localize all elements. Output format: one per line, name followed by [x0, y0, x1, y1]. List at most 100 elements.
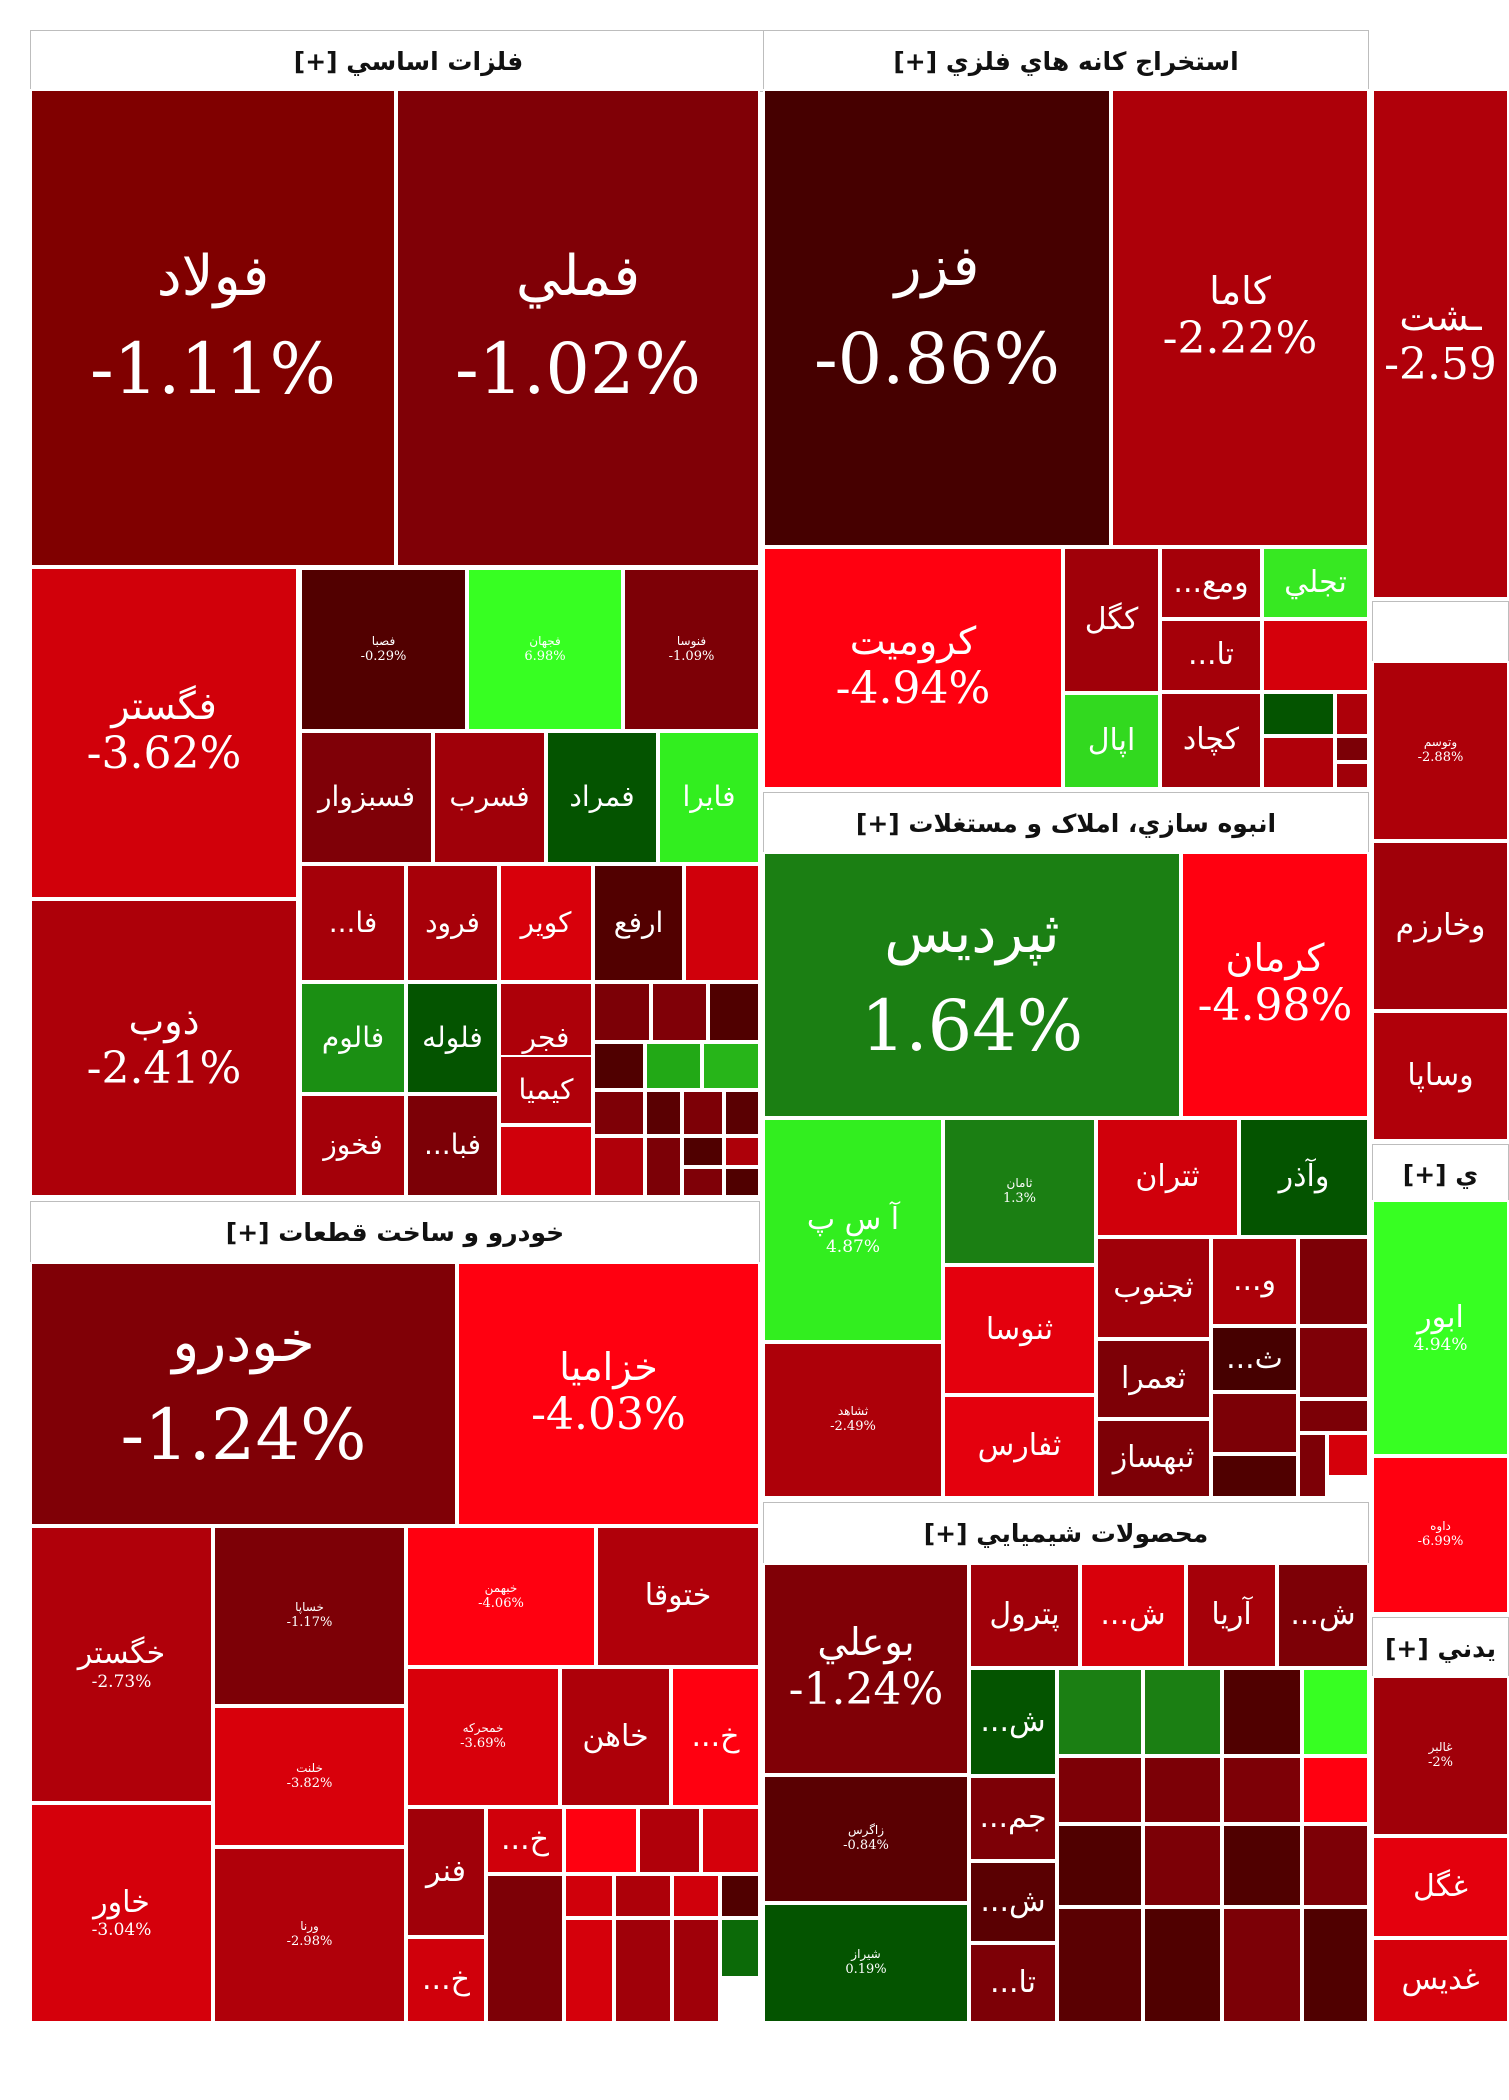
stock-tile[interactable]: فا... [300, 864, 406, 982]
stock-tile[interactable]: غالبر -2% [1372, 1676, 1509, 1836]
stock-tile[interactable] [1057, 1824, 1143, 1907]
stock-tile[interactable]: و... [1211, 1237, 1298, 1326]
stock-tile[interactable]: فسبزوار [300, 731, 433, 864]
stock-tile[interactable] [1302, 1824, 1369, 1907]
stock-tile[interactable] [1262, 736, 1335, 789]
stock-tile[interactable]: فصبا -0.29% [300, 568, 467, 731]
stock-tile[interactable] [614, 1874, 672, 1918]
stock-tile[interactable] [499, 1125, 593, 1197]
stock-tile[interactable]: ورنا -2.98% [213, 1847, 406, 2023]
stock-tile[interactable]: غگل [1372, 1836, 1509, 1938]
stock-tile[interactable] [1143, 1756, 1222, 1824]
stock-tile[interactable]: ث... [1211, 1326, 1298, 1392]
stock-tile[interactable]: ثامان 1.3% [943, 1118, 1096, 1265]
stock-tile[interactable]: خ... [486, 1807, 564, 1874]
stock-tile[interactable]: غديس [1372, 1938, 1509, 2023]
stock-tile[interactable] [486, 1874, 564, 2023]
stock-tile[interactable] [1057, 1907, 1143, 2023]
stock-tile[interactable]: ش... [1277, 1563, 1369, 1668]
stock-tile[interactable]: فولاد -1.11% [30, 89, 396, 567]
stock-tile[interactable] [1222, 1824, 1302, 1907]
stock-tile[interactable]: ارفع [593, 864, 684, 982]
stock-tile[interactable] [672, 1874, 720, 1918]
stock-tile[interactable]: فلوله [406, 982, 499, 1094]
stock-tile[interactable]: خمحرکه -3.69% [406, 1667, 560, 1807]
stock-tile[interactable]: شيراز 0.19% [763, 1903, 969, 2023]
stock-tile[interactable] [1302, 1907, 1369, 2023]
stock-tile[interactable]: کگل [1063, 547, 1160, 693]
stock-tile[interactable] [724, 1136, 760, 1167]
stock-tile[interactable]: فنر [406, 1807, 486, 1937]
stock-tile[interactable]: ـشت -2.59 [1372, 89, 1509, 599]
stock-tile[interactable]: وساپا [1372, 1011, 1509, 1141]
stock-tile[interactable]: تجلي [1262, 547, 1369, 619]
stock-tile[interactable]: ثنوسا [943, 1265, 1096, 1395]
sector-title[interactable]: محصولات شيميايي [+] [763, 1502, 1369, 1564]
stock-tile[interactable] [614, 1918, 672, 2023]
stock-tile[interactable]: کروميت -4.94% [763, 547, 1063, 789]
stock-tile[interactable]: ختوقا [596, 1526, 760, 1667]
stock-tile[interactable]: فايرا [658, 731, 760, 864]
stock-tile[interactable]: ثپرديس 1.64% [763, 852, 1181, 1118]
stock-tile[interactable]: ومع... [1160, 547, 1262, 619]
stock-tile[interactable]: فملي -1.02% [396, 89, 760, 567]
stock-tile[interactable]: خبهمن -4.06% [406, 1526, 596, 1667]
stock-tile[interactable]: بوعلي -1.24% [763, 1563, 969, 1775]
sector-title[interactable]: خودرو و ساخت قطعات [+] [30, 1201, 760, 1263]
stock-tile[interactable] [720, 1874, 760, 1918]
stock-tile[interactable]: خودرو -1.24% [30, 1262, 457, 1526]
stock-tile[interactable]: خاهن [560, 1667, 671, 1807]
stock-tile[interactable]: ثبهساز [1096, 1419, 1211, 1498]
stock-tile[interactable] [708, 982, 760, 1042]
stock-tile[interactable]: ش... [969, 1861, 1057, 1943]
stock-tile[interactable] [1262, 619, 1369, 692]
stock-tile[interactable]: داوه -6.99% [1372, 1456, 1509, 1614]
stock-tile[interactable]: فنوسا -1.09% [623, 568, 760, 731]
stock-tile[interactable]: خ... [671, 1667, 760, 1807]
stock-tile[interactable]: ش... [1080, 1563, 1186, 1668]
stock-tile[interactable] [672, 1918, 720, 2023]
stock-tile[interactable] [1143, 1824, 1222, 1907]
stock-tile[interactable] [720, 1918, 760, 1978]
stock-tile[interactable] [1057, 1668, 1143, 1756]
stock-tile[interactable] [645, 1090, 682, 1136]
stock-tile[interactable]: فالوم [300, 982, 406, 1094]
stock-tile[interactable] [1298, 1326, 1369, 1399]
stock-tile[interactable]: کوير [499, 864, 593, 982]
stock-tile[interactable]: ثجنوب [1096, 1237, 1211, 1339]
sector-title[interactable]: يدني [+] [1372, 1617, 1509, 1679]
stock-tile[interactable]: ش... [969, 1668, 1057, 1776]
stock-tile[interactable]: فگستر -3.62% [30, 567, 298, 899]
stock-tile[interactable] [651, 982, 708, 1042]
stock-tile[interactable] [682, 1090, 724, 1136]
stock-tile[interactable]: آريا [1186, 1563, 1277, 1668]
stock-tile[interactable]: فسرب [433, 731, 546, 864]
stock-tile[interactable]: آ س پ 4.87% [763, 1118, 943, 1342]
stock-tile[interactable]: اپال [1063, 693, 1160, 789]
stock-tile[interactable] [724, 1090, 760, 1136]
stock-tile[interactable] [1327, 1433, 1369, 1477]
stock-tile[interactable] [564, 1918, 614, 2023]
stock-tile[interactable] [645, 1136, 682, 1197]
stock-tile[interactable] [684, 864, 760, 982]
stock-tile[interactable] [1143, 1668, 1222, 1756]
stock-tile[interactable]: فمراد [546, 731, 658, 864]
stock-tile[interactable]: خلنت -3.82% [213, 1706, 406, 1847]
stock-tile[interactable] [593, 1090, 645, 1136]
stock-tile[interactable]: فخوز [300, 1094, 406, 1197]
stock-tile[interactable] [682, 1136, 724, 1167]
stock-tile[interactable]: تا... [969, 1943, 1057, 2023]
stock-tile[interactable] [701, 1807, 760, 1874]
stock-tile[interactable] [638, 1807, 701, 1874]
stock-tile[interactable] [593, 1042, 645, 1090]
stock-tile[interactable] [1298, 1433, 1327, 1498]
stock-tile[interactable]: جم... [969, 1776, 1057, 1861]
stock-tile[interactable]: خگستر -2.73% [30, 1526, 213, 1803]
stock-tile[interactable] [682, 1167, 724, 1197]
stock-tile[interactable]: ثفارس [943, 1395, 1096, 1498]
sector-title[interactable]: ي [+] [1372, 1144, 1509, 1204]
stock-tile[interactable] [1211, 1454, 1298, 1498]
stock-tile[interactable]: وتوسم -2.88% [1372, 661, 1509, 841]
stock-tile[interactable] [724, 1167, 760, 1197]
stock-tile[interactable]: کيميا [499, 1055, 593, 1125]
